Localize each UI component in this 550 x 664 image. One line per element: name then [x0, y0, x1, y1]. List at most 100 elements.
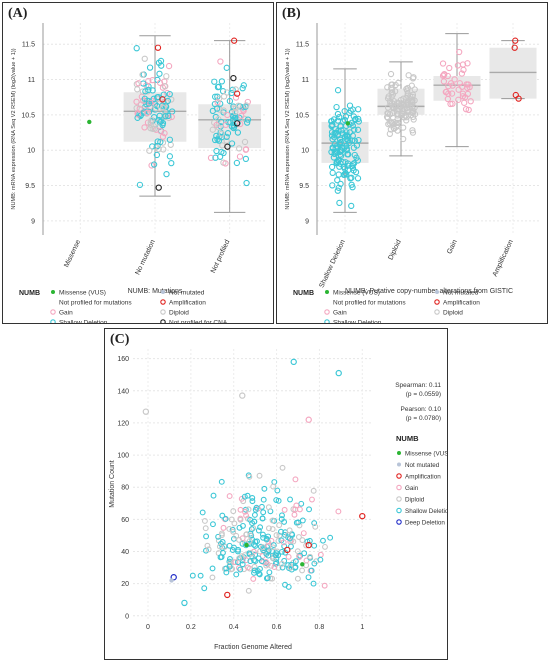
panel-a-point-120: [158, 118, 165, 125]
panel-c-point-273: [246, 473, 253, 480]
panel-b-point-119: [348, 202, 355, 210]
panel-b-ytick-3: 10.5: [295, 112, 309, 119]
panel-c-point-221: [256, 570, 262, 577]
panel-b-point-109: [351, 151, 358, 159]
panel-a-point-99: [168, 113, 175, 121]
panel-c-legend-label-2: Amplification: [405, 474, 441, 481]
panel-a-point-73: [166, 153, 174, 160]
panel-a-point-169: [207, 154, 215, 162]
panel-c-point-143: [279, 564, 286, 571]
panel-b-point-221: [400, 135, 407, 143]
panel-b-point-208: [402, 112, 410, 119]
panel-a-point-129: [165, 112, 172, 120]
panel-a-point-163: [228, 123, 235, 130]
panel-b-legend-label-4: Gain: [333, 310, 347, 317]
panel-c-highlight-point-7: [244, 542, 249, 548]
panel-a-legend-swatch-7: [160, 319, 166, 325]
panel-c-point-287: [246, 538, 253, 545]
panel-c-ylabel: Mutation Count: [109, 460, 116, 508]
panel-c-point-176: [220, 524, 227, 531]
panel-c-point-150: [286, 527, 293, 534]
panel-c-highlight-point-5: [305, 541, 312, 549]
panel-a-point-90: [155, 146, 162, 153]
panel-c-legend-title: NUMB: [396, 434, 419, 443]
panel-a-point-85: [140, 109, 147, 116]
panel-b-ytick-2: 10: [301, 148, 309, 155]
panel-b-point-101: [341, 107, 348, 115]
panel-b-box-3: [489, 47, 537, 99]
panel-b-point-42: [348, 181, 355, 188]
panel-c-point-10: [275, 537, 282, 544]
panel-b-legend-swatch-4: [324, 309, 330, 315]
panel-b-point-195: [404, 107, 412, 114]
panel-c-point-255: [310, 487, 317, 494]
panel-a-point-30: [146, 64, 154, 71]
panel-a-legend-label-7: Not profiled for CNA: [169, 320, 228, 324]
panel-b-point-88: [334, 87, 342, 94]
panel-c-legend-swatch-5: [396, 507, 402, 514]
panel-b: (B) 9 9.5 10 10.5 11 11.5 NUMB: mRNA expressio…: [276, 2, 548, 327]
panel-c-point-39: [251, 563, 258, 570]
panel-c-point-208: [232, 559, 239, 566]
panel-c-point-138: [281, 506, 288, 513]
panel-c-point-278: [275, 497, 282, 504]
panel-c-point-254: [271, 564, 278, 571]
panel-a-point-127: [145, 100, 152, 107]
panel-c-point-41: [218, 478, 225, 485]
panel-a-ytick-5: 11.5: [22, 42, 35, 49]
panel-c-point-292: [278, 560, 285, 567]
panel-c-point-25: [203, 533, 210, 540]
panel-c-point-286: [269, 526, 276, 533]
panel-a-point-226: [243, 179, 250, 187]
panel-b-point-98: [349, 122, 356, 129]
panel-b-point-3: [355, 136, 362, 144]
panel-a-xtick-0: Missense: [63, 239, 82, 269]
panel-a-point-65: [159, 121, 166, 129]
panel-a-point-60: [136, 181, 144, 188]
panel-a-point-204: [224, 130, 232, 137]
panel-a-point-62: [163, 73, 170, 80]
panel-c-point-202: [305, 574, 312, 581]
panel-c-point-266: [312, 523, 319, 530]
panel-c-point-298: [285, 583, 292, 590]
panel-b-legend-swatch-6: [324, 319, 330, 325]
panel-b-point-38: [328, 129, 336, 136]
panel-b-point-117: [343, 147, 350, 154]
panel-a-point-237: [233, 120, 241, 127]
panel-c-point-284: [265, 547, 272, 554]
panel-b-point-275: [449, 100, 456, 107]
panel-c-point-245: [240, 522, 246, 529]
panel-c-point-209: [287, 496, 293, 503]
panel-c-point-219: [230, 508, 237, 515]
panel-a-point-184: [217, 58, 224, 65]
panel-c: (C) 0 20 40 60 80 100 120 140 160 0 0.2 0.4 0.6 0.8 1 F…: [104, 328, 452, 660]
panel-c-xtick-0: 0: [146, 624, 150, 631]
panel-b-point-279: [467, 98, 474, 105]
panel-a-point-112: [147, 119, 154, 126]
panel-b-point-124: [352, 169, 360, 176]
panel-b-point-201: [409, 109, 417, 117]
panel-c-point-130: [249, 498, 256, 505]
panel-c-point-227: [210, 492, 217, 499]
panel-a-ytick-1: 9.5: [25, 183, 35, 190]
panel-c-point-58: [281, 543, 288, 550]
panel-c-stat-1: (p = 0.0559): [406, 391, 441, 398]
panel-b-point-169: [388, 119, 396, 126]
panel-b-point-100: [329, 169, 336, 177]
panel-c-point-36: [279, 512, 285, 519]
panel-b-point-225: [392, 88, 399, 95]
panel-a-point-223: [211, 136, 219, 144]
panel-b-point-120: [333, 158, 341, 165]
panel-c-point-197: [280, 539, 287, 546]
panel-c-point-183: [256, 472, 263, 479]
panel-c-point-294: [287, 564, 294, 571]
panel-b-point-236: [388, 89, 395, 96]
panel-c-point-200: [252, 506, 259, 513]
panel-a-point-176: [223, 137, 230, 144]
panel-c-legend-swatch-4: [396, 496, 402, 502]
panel-c-point-196: [254, 568, 261, 574]
panel-b-point-76: [328, 163, 336, 171]
panel-c-point-170: [241, 493, 248, 500]
panel-b-point-272: [458, 70, 466, 77]
panel-c-point-257: [226, 542, 233, 549]
